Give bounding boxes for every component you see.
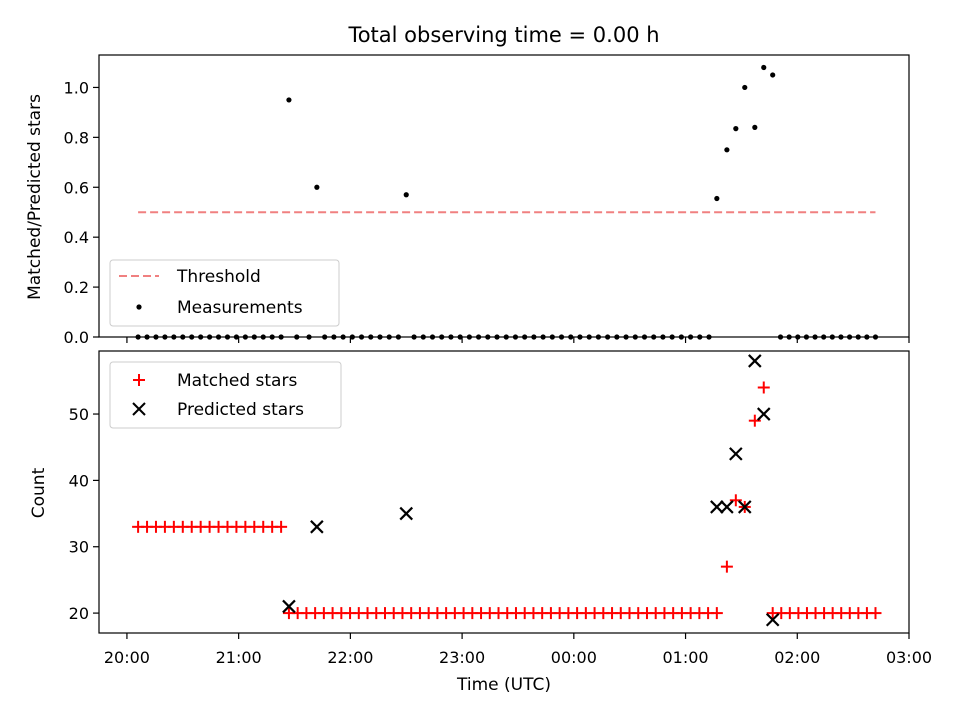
matched-star-point — [710, 607, 723, 620]
top-y-tick-label: 0.6 — [64, 178, 89, 197]
x-axis-label: Time (UTC) — [456, 675, 551, 695]
top-y-tick-label: 0.8 — [64, 128, 89, 147]
matched-star-point — [720, 560, 733, 573]
legend-predicted-label: Predicted stars — [177, 400, 304, 420]
top-y-tick-label: 0.2 — [64, 278, 89, 297]
bottom-y-tick-label: 20 — [69, 604, 89, 623]
x-tick-label: 00:00 — [551, 648, 597, 667]
matched-star-points — [132, 381, 882, 620]
predicted-star-point — [765, 612, 780, 627]
top-legend: Threshold Measurements — [109, 259, 340, 327]
matched-star-point — [275, 520, 288, 533]
predicted-star-point — [756, 407, 771, 421]
matched-star-point — [729, 494, 742, 507]
predicted-star-point — [310, 520, 324, 534]
bottom-plot-frame — [98, 350, 910, 634]
top-y-tick-label: 0.0 — [64, 328, 89, 347]
top-y-axis: 0.0 0.2 0.4 0.6 0.8 1.0 — [64, 78, 99, 347]
predicted-star-point — [737, 500, 752, 514]
matched-star-point — [869, 607, 882, 620]
measurement-point — [314, 184, 320, 190]
measurement-point — [752, 124, 758, 130]
bottom-legend-box — [109, 361, 342, 429]
bottom-y-axis-label: Count — [29, 467, 49, 518]
predicted-star-points — [282, 354, 780, 627]
x-tick-label: 21:00 — [216, 648, 262, 667]
x-tick-label: 23:00 — [439, 648, 485, 667]
predicted-star-point — [399, 506, 414, 521]
measurement-point — [403, 192, 409, 198]
legend-matched-label: Matched stars — [177, 371, 297, 391]
legend-threshold-label: Threshold — [176, 267, 261, 287]
chart-title: Total observing time = 0.00 h — [347, 23, 659, 47]
bottom-y-axis: 20 30 40 50 — [69, 405, 99, 623]
measurement-point — [286, 97, 292, 103]
top-y-tick-label: 1.0 — [64, 78, 89, 97]
legend-measurements-swatch — [136, 304, 142, 310]
bottom-y-tick-label: 40 — [69, 471, 89, 490]
bottom-y-tick-label: 30 — [69, 538, 89, 557]
measurement-point — [742, 84, 748, 91]
legend-matched-swatch — [133, 374, 145, 386]
x-tick-label: 03:00 — [886, 648, 932, 667]
matched-star-point — [757, 381, 770, 394]
measurement-point — [770, 72, 776, 78]
measurement-point — [724, 147, 730, 153]
top-panel: Total observing time = 0.00 h Matched/Pr… — [25, 23, 910, 347]
x-tick-label: 22:00 — [327, 648, 373, 667]
measurement-point — [761, 64, 767, 71]
top-y-tick-label: 0.4 — [64, 228, 89, 247]
x-tick-label: 01:00 — [662, 648, 708, 667]
bottom-y-tick-label: 50 — [69, 405, 89, 424]
x-tick-label: 20:00 — [104, 648, 150, 667]
top-y-axis-label: Matched/Predicted stars — [25, 94, 45, 300]
bottom-legend: Matched stars Predicted stars — [109, 361, 342, 429]
bottom-panel: Count Time (UTC) 20 30 40 50 20:00 21:00 22:0… — [29, 350, 932, 695]
predicted-star-point — [710, 500, 724, 514]
bottom-x-axis: 20:00 21:00 22:00 23:00 00:00 01:00 02:00 03:00 — [104, 633, 932, 667]
measurement-point — [733, 126, 739, 132]
top-plot-frame — [98, 54, 910, 338]
legend-predicted-swatch — [132, 402, 146, 416]
predicted-star-point — [720, 500, 734, 514]
predicted-star-point — [748, 354, 762, 368]
matched-star-point — [748, 414, 761, 427]
x-tick-label: 02:00 — [774, 648, 820, 667]
predicted-star-point — [282, 599, 296, 614]
predicted-star-point — [729, 447, 743, 461]
legend-measurements-label: Measurements — [177, 298, 303, 318]
measurement-point — [714, 195, 720, 202]
top-legend-box — [109, 259, 340, 327]
